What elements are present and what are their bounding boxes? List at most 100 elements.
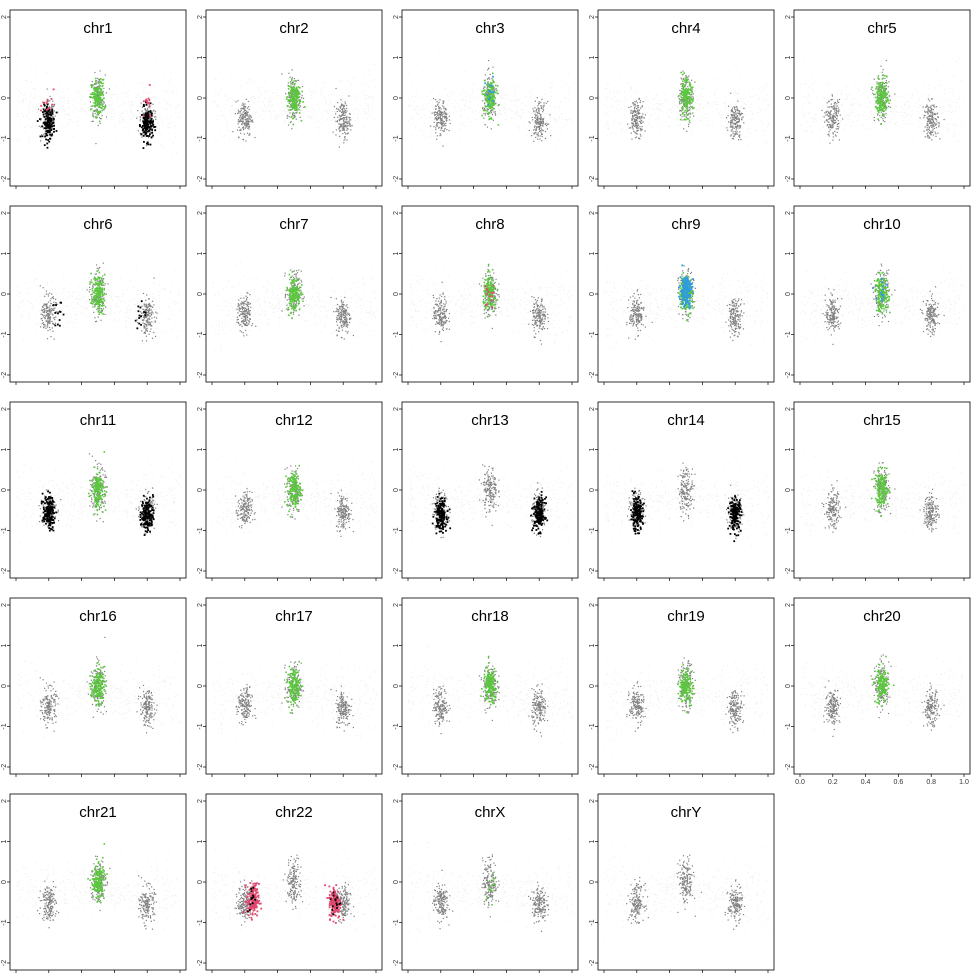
data-point	[715, 89, 717, 91]
data-point	[609, 90, 611, 92]
data-point	[147, 109, 149, 111]
data-point	[40, 126, 42, 128]
data-point	[102, 99, 104, 102]
data-point	[425, 117, 427, 119]
data-point	[689, 99, 691, 102]
data-point	[653, 108, 655, 110]
data-point	[260, 94, 262, 96]
data-point	[340, 123, 343, 125]
data-point	[499, 97, 501, 99]
data-point	[98, 80, 101, 82]
data-point	[492, 80, 494, 82]
data-point	[140, 83, 142, 85]
data-point	[250, 98, 252, 100]
data-point	[150, 114, 153, 117]
data-point	[490, 85, 493, 88]
data-point	[633, 104, 635, 106]
data-point	[302, 85, 304, 88]
data-point	[510, 109, 512, 111]
data-point	[319, 133, 321, 135]
data-point	[128, 122, 130, 124]
data-point	[736, 116, 738, 118]
data-point	[240, 118, 242, 120]
data-point	[153, 125, 155, 127]
data-point	[264, 80, 266, 82]
data-point	[50, 98, 53, 100]
data-point	[850, 105, 852, 107]
data-point	[177, 116, 179, 118]
data-point	[299, 109, 301, 111]
data-point	[451, 102, 453, 104]
data-point	[489, 110, 491, 112]
data-point	[438, 105, 440, 107]
data-point	[165, 90, 167, 92]
data-point	[280, 101, 282, 103]
data-point	[497, 112, 499, 114]
data-point	[417, 113, 419, 115]
data-point	[443, 110, 446, 113]
data-point	[142, 131, 144, 133]
data-point	[738, 123, 740, 125]
data-point	[147, 113, 150, 116]
data-point	[347, 107, 349, 109]
data-point	[308, 116, 310, 118]
data-point	[519, 130, 521, 132]
data-point	[436, 123, 438, 125]
data-point	[635, 117, 637, 119]
data-point	[357, 97, 359, 99]
data-point	[657, 81, 659, 83]
data-point	[443, 106, 445, 108]
data-point	[528, 103, 530, 105]
data-point	[92, 99, 94, 101]
data-point	[26, 80, 28, 82]
data-point	[490, 95, 492, 98]
data-point	[692, 97, 695, 99]
data-point	[724, 102, 726, 104]
data-point	[286, 111, 288, 113]
data-point	[569, 119, 571, 121]
data-point	[430, 117, 432, 119]
data-point	[415, 105, 417, 107]
data-point	[68, 118, 70, 120]
data-point	[317, 104, 319, 106]
data-point	[630, 88, 632, 90]
data-point	[252, 113, 254, 115]
data-point	[494, 113, 496, 115]
data-point	[679, 109, 681, 112]
data-point	[417, 106, 419, 108]
data-point	[117, 97, 119, 99]
data-point	[499, 112, 501, 114]
data-point	[658, 105, 660, 107]
data-point	[493, 89, 496, 92]
data-point	[730, 109, 732, 111]
data-point	[473, 82, 475, 84]
data-point	[442, 122, 444, 124]
data-point	[115, 86, 117, 88]
data-point	[256, 111, 258, 113]
data-point	[649, 116, 651, 118]
data-point	[715, 108, 717, 110]
data-point	[807, 95, 809, 97]
data-point	[339, 124, 342, 126]
data-point	[242, 127, 244, 129]
data-point	[36, 120, 39, 122]
data-point	[683, 128, 685, 130]
data-point	[888, 108, 890, 110]
data-point	[518, 99, 520, 101]
data-point	[365, 102, 367, 104]
data-point	[288, 105, 290, 107]
data-point	[145, 122, 148, 124]
data-point	[168, 81, 170, 83]
data-point	[561, 130, 563, 132]
data-point	[487, 108, 489, 111]
data-point	[246, 114, 248, 117]
data-point	[293, 87, 295, 89]
data-point	[95, 83, 98, 85]
data-point	[682, 106, 684, 109]
data-point	[607, 83, 609, 85]
data-point	[46, 98, 48, 100]
data-point	[486, 89, 489, 92]
data-point	[497, 90, 499, 92]
data-point	[459, 128, 461, 130]
data-point	[110, 96, 112, 98]
